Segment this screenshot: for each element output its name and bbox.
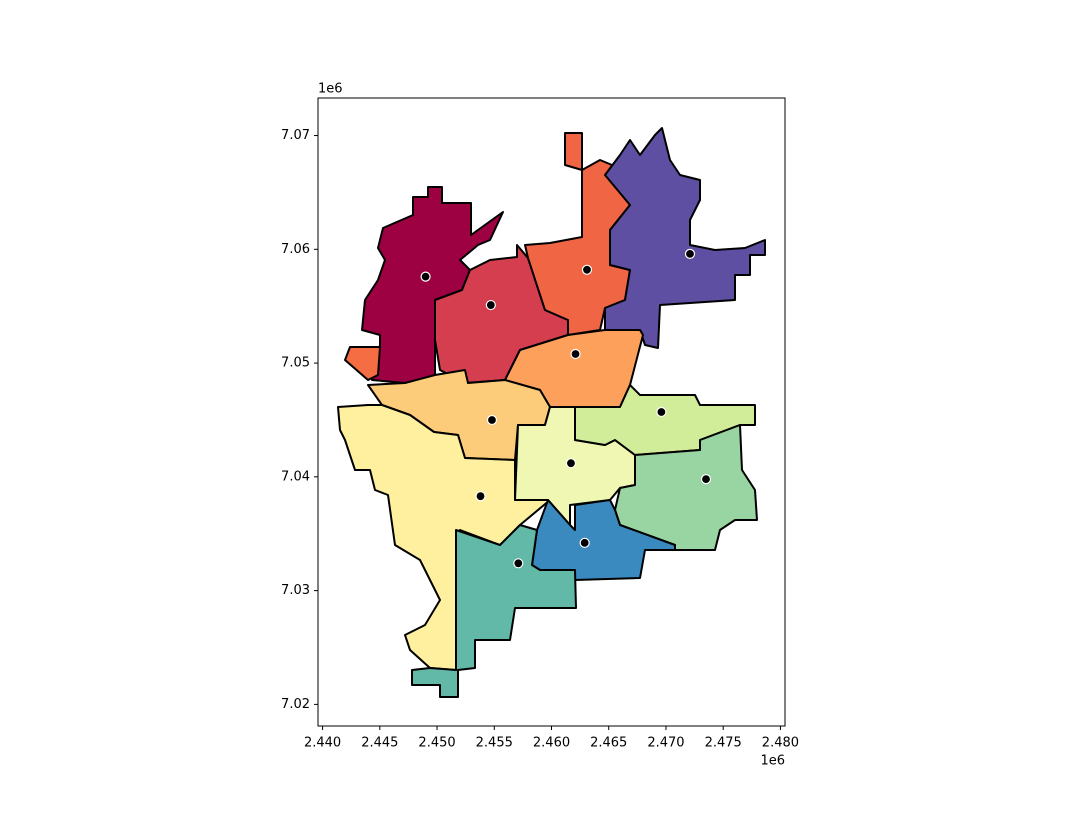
centroid-point: [420, 271, 431, 282]
district: [411, 524, 577, 698]
district: [524, 132, 631, 336]
centroid-point: [475, 491, 486, 502]
x-tick-label: 2.440: [304, 736, 341, 751]
centroid-point: [581, 264, 593, 275]
x-tick-label: 2.460: [533, 736, 570, 751]
y-tick-label: 7.07: [281, 128, 310, 143]
centroid-point: [486, 414, 498, 426]
x-tick-label: 2.450: [418, 736, 455, 751]
x-tick-label: 2.475: [705, 736, 742, 751]
x-tick-label: 2.465: [590, 736, 627, 751]
x-tick-label: 2.480: [762, 736, 799, 751]
y-tick-label: 7.05: [281, 356, 310, 371]
x-offset-label: 1e6: [760, 754, 785, 769]
x-tick-label: 2.455: [476, 736, 513, 751]
y-tick-label: 7.02: [281, 697, 310, 712]
y-tick-label: 7.04: [281, 469, 310, 484]
centroid-point: [565, 458, 577, 469]
district: [604, 127, 766, 349]
centroid-point: [656, 406, 667, 418]
x-tick-label: 2.470: [647, 736, 684, 751]
centroid-point: [513, 558, 524, 569]
district: [344, 346, 381, 381]
y-offset-label: 1e6: [318, 82, 343, 97]
y-tick-label: 7.03: [281, 583, 310, 598]
y-tick-label: 7.06: [281, 242, 310, 257]
centroid-point: [579, 537, 590, 548]
district: [361, 186, 504, 384]
district: [574, 384, 756, 456]
centroid-point: [684, 248, 696, 259]
centroid-point: [700, 474, 712, 485]
district: [614, 424, 758, 551]
centroid-point: [570, 348, 581, 360]
x-tick-label: 2.445: [361, 736, 398, 751]
districts: [337, 127, 766, 698]
centroid-point: [485, 299, 496, 311]
